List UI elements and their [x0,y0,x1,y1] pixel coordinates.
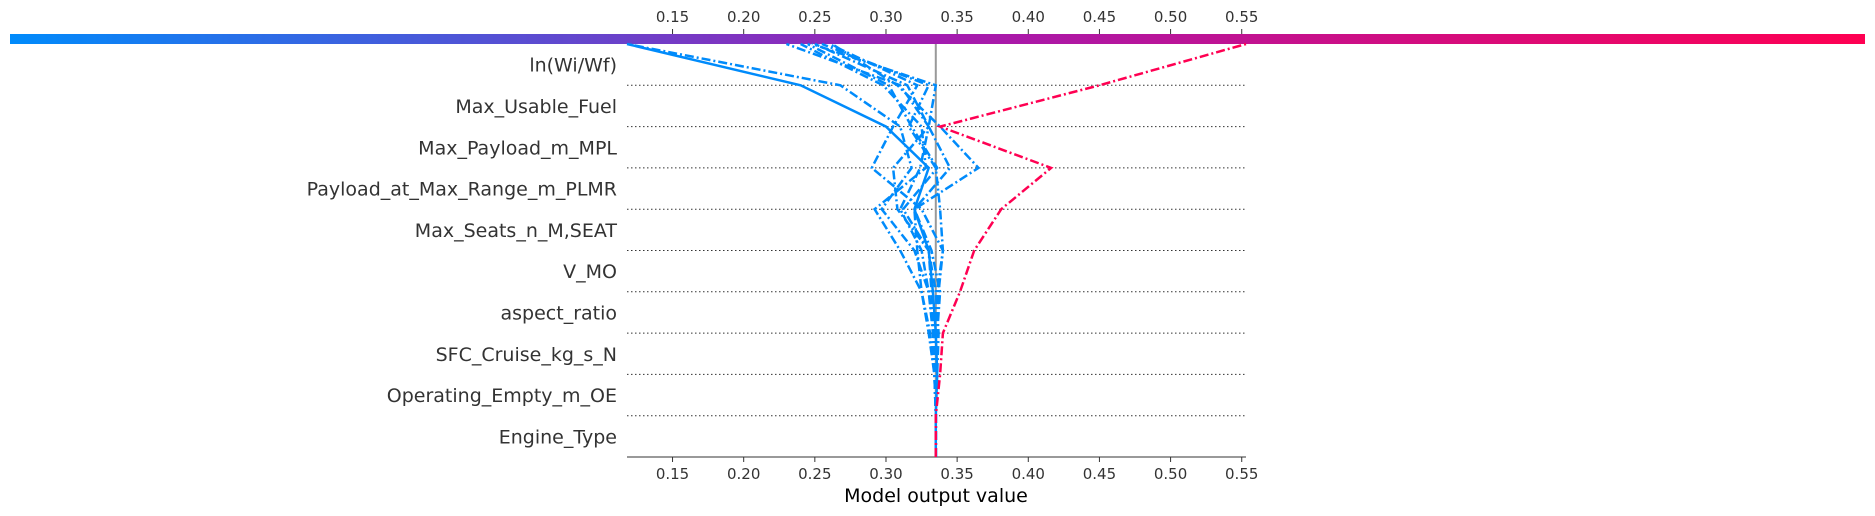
x-tick-label-bottom: 0.35 [940,465,973,483]
series [626,42,1247,457]
colorbar [10,34,1865,44]
x-tick-label-bottom: 0.55 [1225,465,1258,483]
decision-line [626,42,939,457]
x-tick-label-bottom: 0.40 [1012,465,1045,483]
decision-line [934,42,1247,457]
feature-label: aspect_ratio [501,302,618,324]
x-axis-label: Model output value [844,485,1028,507]
decision-line [811,42,940,457]
x-tick-label-bottom: 0.25 [798,465,831,483]
feature-label: Operating_Empty_m_OE [387,385,617,407]
feature-label: SFC_Cruise_kg_s_N [436,344,617,366]
x-tick-label-bottom: 0.20 [727,465,760,483]
feature-label: Max_Usable_Fuel [455,96,617,118]
feature-label: Max_Seats_n_M,SEAT [415,220,618,242]
axes: 0.15 0.15 0.20 0.20 0.25 0.25 0.30 0.30 0.35 0.35… [627,8,1258,483]
feature-label: Payload_at_Max_Range_m_PLMR [307,179,617,201]
x-tick-label-top: 0.15 [656,8,689,26]
x-tick-label-bottom: 0.15 [656,465,689,483]
x-tick-label-top: 0.45 [1083,8,1116,26]
x-tick-label-top: 0.25 [798,8,831,26]
decision-line [831,42,981,457]
feature-label: Max_Payload_m_MPL [418,137,617,159]
x-tick-label-bottom: 0.50 [1154,465,1187,483]
x-tick-label-top: 0.50 [1154,8,1187,26]
x-tick-label-top: 0.40 [1012,8,1045,26]
feature-label: V_MO [563,261,617,283]
feature-label: ln(Wi/Wf) [529,55,617,77]
decision-line [626,42,939,457]
x-tick-label-top: 0.30 [869,8,902,26]
x-tick-label-top: 0.55 [1225,8,1258,26]
feature-label: Engine_Type [499,426,617,448]
x-tick-label-top: 0.20 [727,8,760,26]
x-tick-label-bottom: 0.30 [869,465,902,483]
x-tick-label-bottom: 0.45 [1083,465,1116,483]
x-tick-label-top: 0.35 [940,8,973,26]
feature-labels: ln(Wi/Wf) Max_Usable_Fuel Max_Payload_m_MP… [307,55,618,449]
